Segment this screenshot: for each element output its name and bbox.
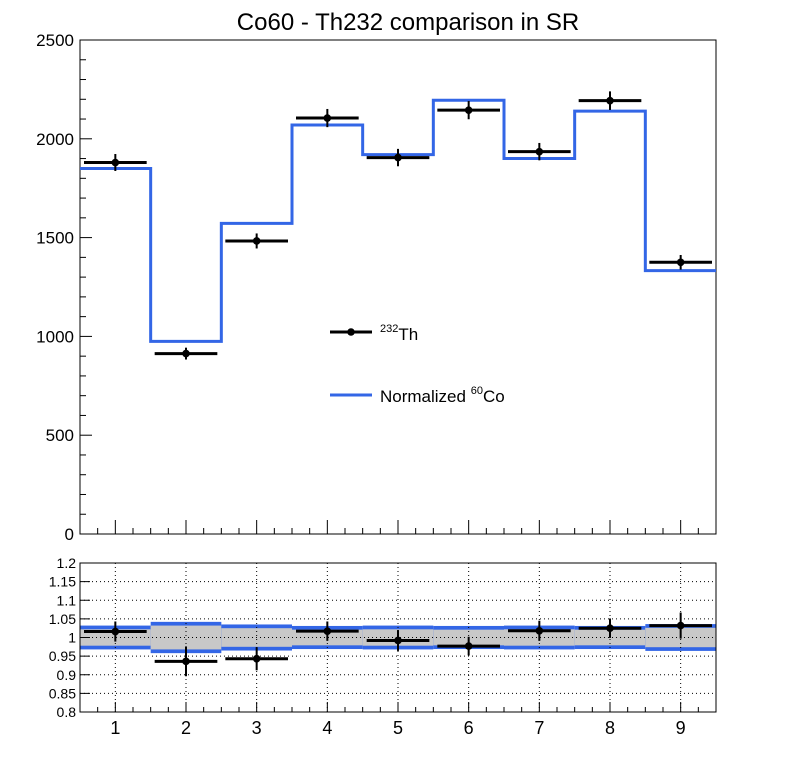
- y-tick-label: 0: [65, 525, 74, 544]
- th232-point: [606, 96, 614, 105]
- x-tick-label: 5: [393, 718, 403, 738]
- ratio-point: [111, 627, 120, 636]
- ratio-band-inner: [150, 625, 222, 650]
- x-tick-label: 2: [181, 718, 191, 738]
- ratio-point: [252, 654, 261, 663]
- ratio-point: [676, 621, 685, 630]
- x-tick-label: 3: [252, 718, 262, 738]
- y-tick-label: 1000: [36, 327, 74, 346]
- chart-title: Co60 - Th232 comparison in SR: [237, 9, 579, 36]
- y-tick-label: 500: [46, 426, 74, 445]
- th232-point: [676, 258, 685, 267]
- ratio-y-tick-label: 0.9: [57, 667, 77, 683]
- x-tick-label: 9: [676, 718, 686, 738]
- legend-co60-label: Normalized 60Co: [380, 385, 505, 406]
- y-tick-label: 1500: [36, 229, 74, 248]
- x-tick-label: 4: [322, 718, 332, 738]
- th232-point: [111, 158, 120, 167]
- ratio-panel: 0.8 0.85 0.9 0.95 1 1.05 1.1 1.15 1.2 1 2 3 4 5 6 7 8 9: [49, 555, 717, 738]
- ratio-point: [535, 626, 544, 635]
- main-panel: 0 500 1000 1500 2000 2500 232Th Normalized 60Co: [36, 31, 717, 544]
- legend-th232-label: 232Th: [380, 323, 418, 344]
- ratio-y-tick-label: 1.15: [49, 574, 76, 590]
- ratio-y-tick-label: 1.05: [49, 611, 76, 627]
- th232-point: [182, 349, 190, 358]
- y-tick-label: 2500: [36, 31, 74, 50]
- ratio-y-tick-label: 0.85: [49, 685, 76, 701]
- x-tick-label: 8: [605, 718, 615, 738]
- th232-point: [464, 106, 473, 114]
- x-tick-label: 1: [110, 718, 120, 738]
- th232-point: [535, 147, 544, 156]
- th232-point: [394, 153, 402, 162]
- ratio-y-tick-label: 0.8: [57, 704, 77, 720]
- ratio-y-tick-label: 1.2: [57, 555, 77, 571]
- x-tick-label: 7: [534, 718, 544, 738]
- legend: 232Th Normalized 60Co: [330, 323, 505, 406]
- ratio-point: [606, 624, 614, 632]
- ratio-point: [394, 636, 402, 645]
- ratio-y-tick-label: 1.1: [57, 592, 77, 608]
- legend-th232-marker: [347, 328, 355, 336]
- x-tick-label: 6: [464, 718, 474, 738]
- ratio-point: [464, 642, 473, 650]
- ratio-point: [182, 657, 190, 666]
- ratio-y-tick-label: 0.95: [49, 648, 76, 664]
- ratio-y-tick-label: 1: [68, 630, 76, 646]
- ratio-point: [323, 627, 332, 635]
- th232-point: [252, 237, 261, 245]
- th232-point: [323, 114, 332, 122]
- y-tick-label: 2000: [36, 130, 74, 149]
